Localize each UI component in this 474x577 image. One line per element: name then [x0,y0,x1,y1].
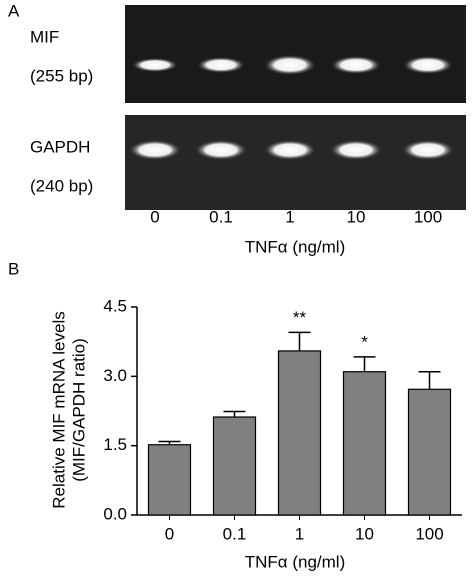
lane-label: 100 [414,207,442,226]
y-axis-label-line: Relative MIF mRNA levels [49,311,68,508]
row-name: MIF [30,27,59,46]
gel-band [403,56,453,74]
gel-band [197,57,245,73]
gel-band [264,55,316,75]
panel-label: A [8,1,20,20]
significance: ** [293,308,307,327]
error-bar [418,370,441,390]
x-tick-label: 100 [415,524,443,543]
panel-label: B [8,259,19,278]
x-tick-label: 1 [295,524,304,543]
gel-band [195,140,247,160]
row-size: (240 bp) [30,176,93,195]
y-tick-label: 4.5 [103,296,127,315]
x-tick-label: 0 [165,524,174,543]
gel-band [331,56,381,74]
x-axis-label: TNFα (ng/ml) [245,237,346,256]
gel-gapdh [125,115,466,210]
gel-band [264,140,316,160]
lane-label: 0.1 [209,207,233,226]
y-tick-label: 3.0 [103,366,127,385]
gel-mif [125,5,466,103]
error-bar [158,440,181,445]
bar [277,350,322,516]
y-tick-label: 0.0 [103,504,127,523]
gel-band [132,58,178,72]
x-tick-label: 0.1 [223,524,247,543]
lane-label: 10 [347,207,366,226]
error-bar [223,410,246,418]
y-axis-label-line: (MIF/GAPDH ratio) [69,338,88,482]
bar [147,444,192,516]
x-axis-label: TNFα (ng/ml) [245,552,346,571]
bar [212,416,257,516]
y-tick-label: 1.5 [103,435,127,454]
row-name: GAPDH [30,137,90,156]
significance: * [361,332,368,351]
y-axis-label: Relative MIF mRNA levels (MIF/GAPDH ratio… [49,311,88,508]
gel-band [129,140,181,160]
x-tick-label: 10 [355,524,374,543]
bar [407,388,452,516]
gel-band [330,140,382,160]
lane-label: 1 [285,207,294,226]
error-bar [353,356,376,372]
error-bar [288,331,311,351]
lane-label: 0 [150,207,159,226]
gel-band [402,140,454,160]
row-size: (255 bp) [30,66,93,85]
bar [342,371,387,516]
